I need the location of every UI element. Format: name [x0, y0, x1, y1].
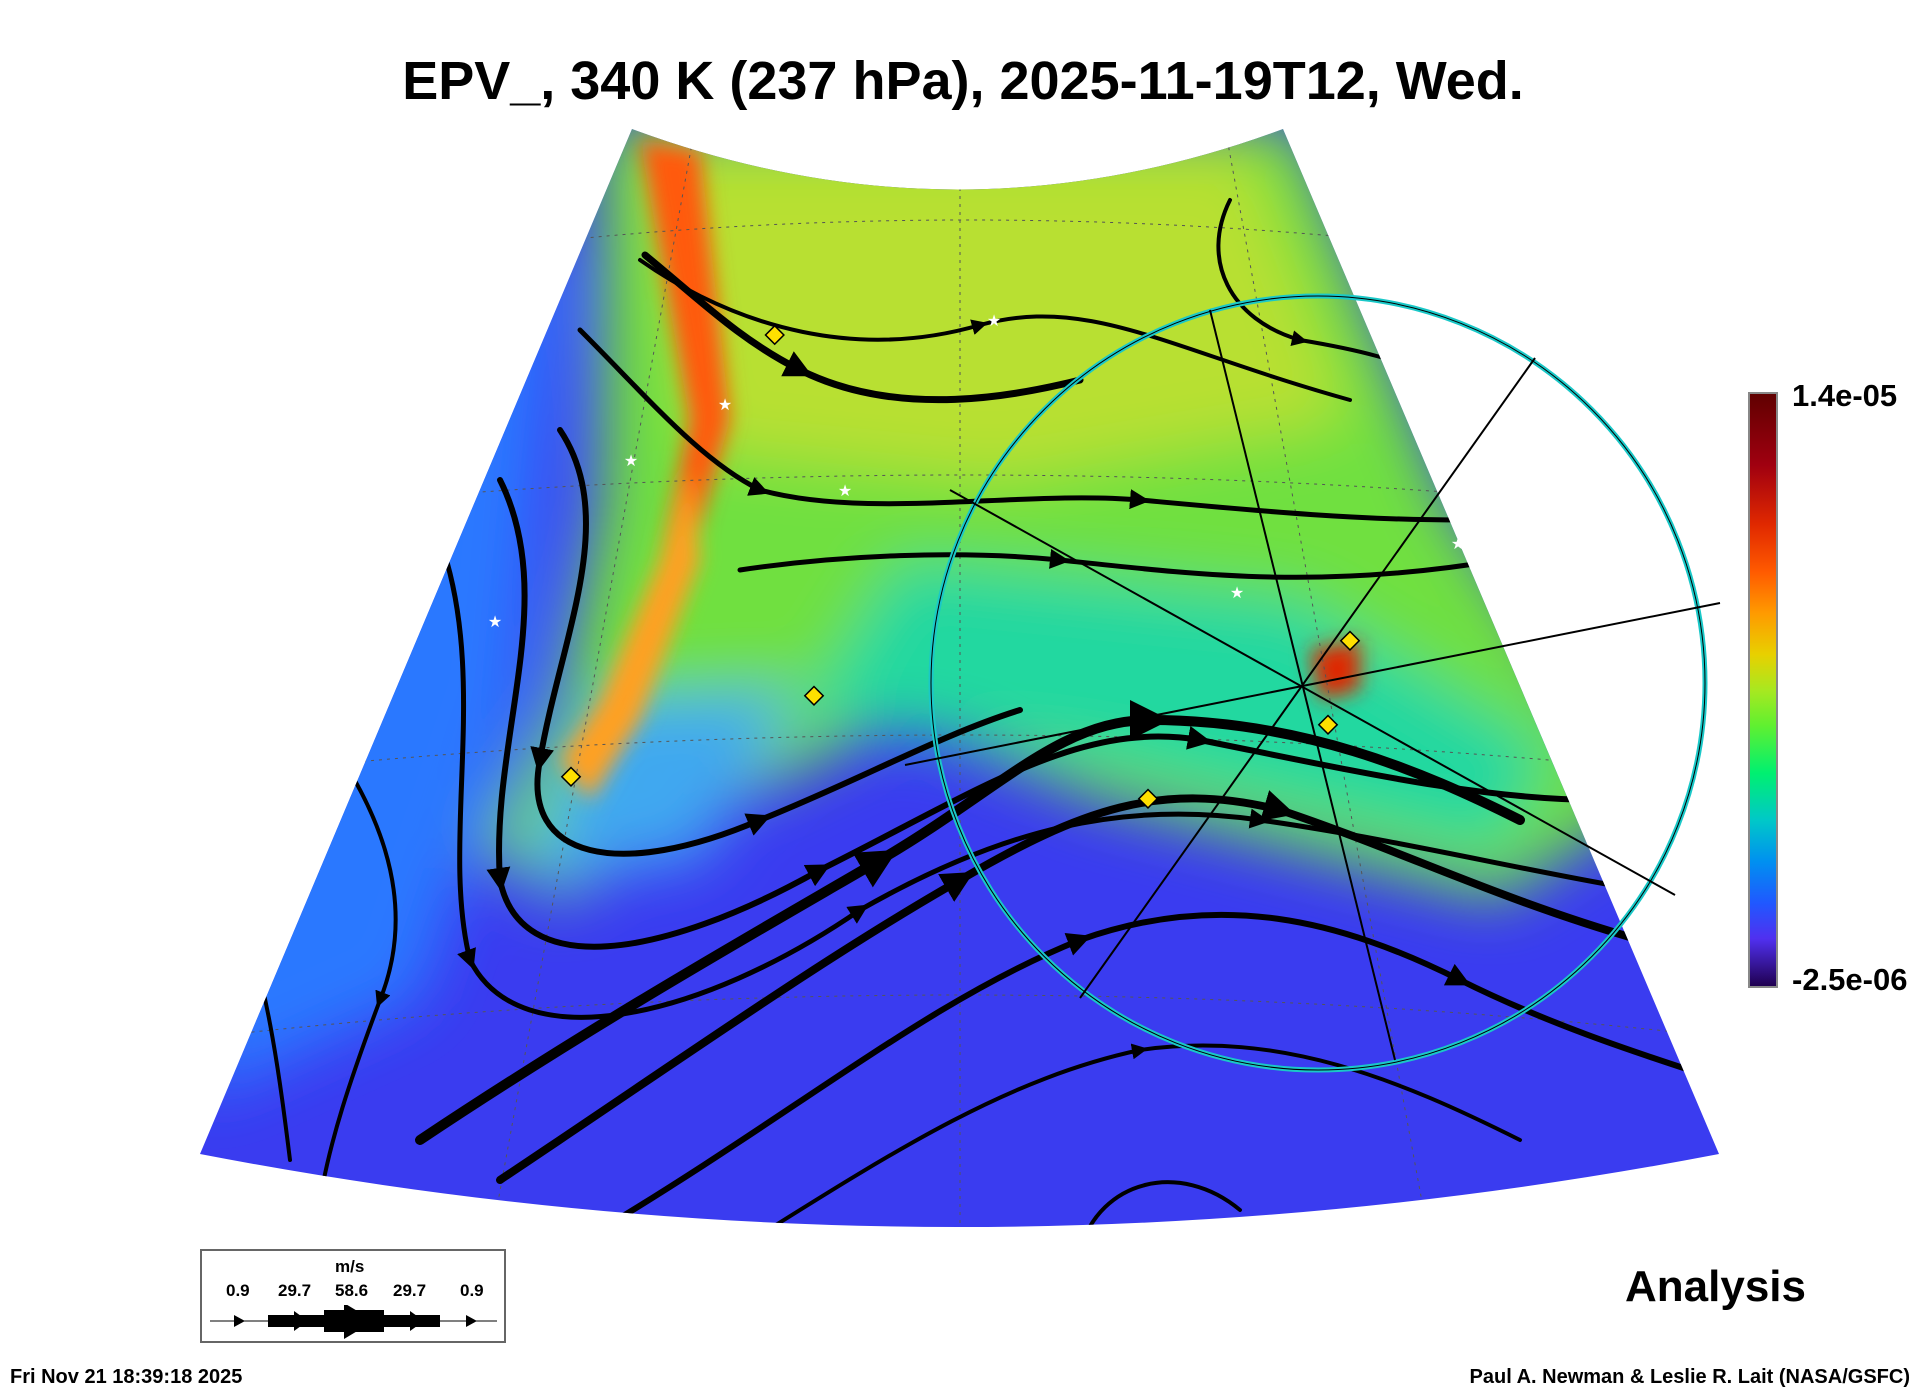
colorbar-min-label: -2.5e-06 — [1792, 962, 1908, 997]
legend-value: 29.7 — [393, 1281, 427, 1300]
svg-text:★: ★ — [987, 313, 1001, 330]
colorbar-max-label: 1.4e-05 — [1792, 378, 1898, 413]
footer-timestamp: Fri Nov 21 18:39:18 2025 — [10, 1366, 243, 1388]
svg-text:★: ★ — [488, 614, 502, 631]
legend-unit: m/s — [335, 1257, 365, 1276]
plot-title: EPV_, 340 K (237 hPa), 2025-11-19T12, We… — [402, 51, 1524, 111]
trajectory-circle — [928, 293, 1708, 1073]
station-stars: ★ ★ ★ ★ ★ ★ ★ — [488, 313, 1465, 631]
colorbar — [1748, 392, 1778, 988]
epv-field — [200, 129, 1719, 1227]
svg-text:★: ★ — [1230, 585, 1244, 602]
cross-section-lines — [904, 309, 1721, 1061]
legend-value: 0.9 — [460, 1281, 484, 1300]
svg-text:★: ★ — [624, 453, 638, 470]
svg-text:★: ★ — [1451, 536, 1465, 553]
svg-text:★: ★ — [838, 483, 852, 500]
footer-credit: Paul A. Newman & Leslie R. Lait (NASA/GS… — [1469, 1366, 1910, 1388]
legend-value: 29.7 — [278, 1281, 312, 1300]
location-markers — [560, 324, 1361, 809]
analysis-label: Analysis — [1625, 1262, 1806, 1311]
svg-text:★: ★ — [718, 397, 732, 414]
legend-value: 0.9 — [226, 1281, 250, 1300]
wind-speed-legend: m/s 0.9 29.7 58.6 29.7 0.9 — [200, 1249, 506, 1343]
legend-arrow-scale — [210, 1305, 497, 1339]
legend-value: 58.6 — [335, 1281, 369, 1300]
